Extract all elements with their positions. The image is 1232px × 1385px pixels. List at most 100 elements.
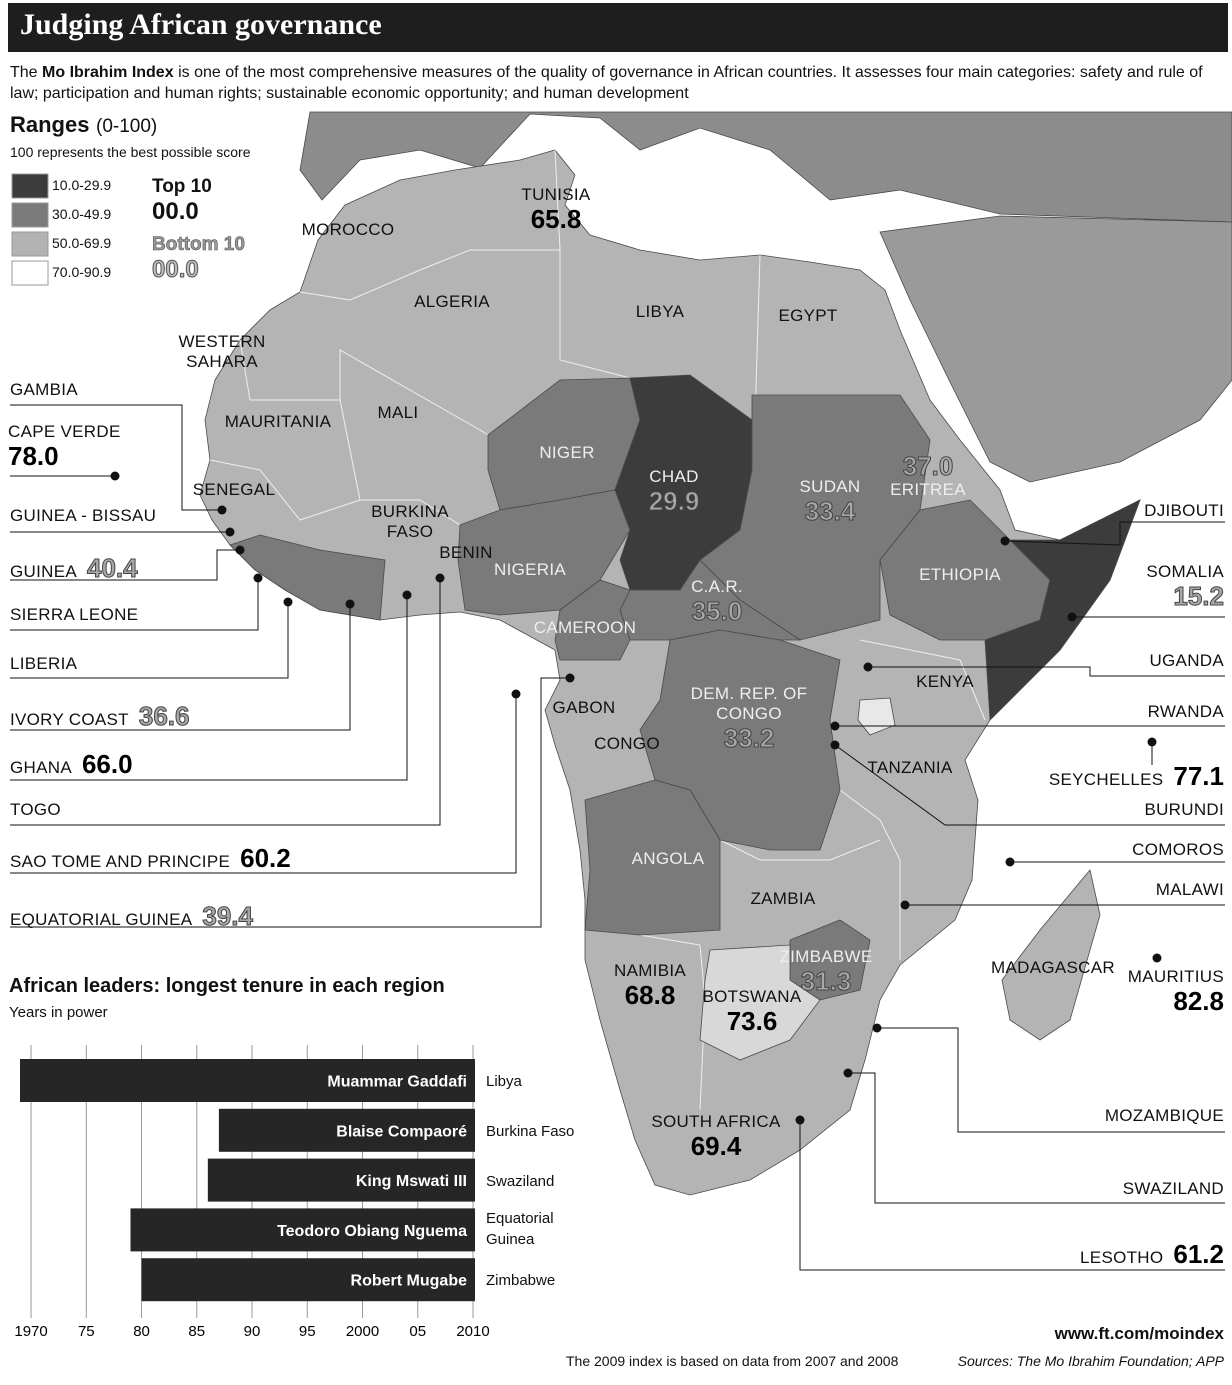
top-label: Top 10 — [152, 176, 212, 197]
country-score: 29.9 — [648, 486, 700, 516]
country-label-group: EGYPT — [778, 306, 837, 326]
country-name: BURUNDI — [1144, 800, 1224, 819]
country-score: 36.6 — [138, 701, 190, 731]
country-name: SEYCHELLES — [1048, 770, 1164, 789]
country-label-group: GAMBIA — [10, 380, 78, 400]
country-name: GUINEA — [10, 562, 77, 581]
legend-swatch — [11, 202, 49, 228]
country-name: UGANDA — [1149, 651, 1224, 670]
bar — [130, 1208, 476, 1252]
country-label-group: SAO TOME AND PRINCIPE 60.2 — [10, 844, 291, 872]
top-sample: 00.0 — [152, 198, 199, 225]
country-label-group: KENYA — [916, 672, 974, 692]
legend-swatch — [11, 231, 49, 257]
country-name: GHANA — [10, 758, 72, 777]
country-label-group: MALI — [378, 403, 419, 423]
title: Judging African governance — [20, 8, 382, 41]
arabia — [879, 215, 1232, 483]
country-label-group: CHAD 29.9 — [648, 467, 700, 516]
x-tick-label: 90 — [244, 1323, 261, 1340]
country-label-group: IVORY COAST 36.6 — [10, 701, 190, 731]
country-name: TUNISIA — [521, 185, 591, 204]
legend-range-label: 30.0-49.9 — [52, 206, 112, 222]
country-name: CONGO — [594, 734, 660, 753]
country-name: WESTERN SAHARA — [178, 332, 266, 371]
x-tick-label: 05 — [409, 1323, 426, 1340]
cameroon — [554, 579, 631, 661]
map — [199, 111, 1232, 1196]
country-label-group: BURUNDI — [1144, 800, 1224, 820]
country-label-group: GABON — [553, 698, 616, 718]
country-label-group: MAURITANIA — [225, 412, 332, 432]
country-label-group: NIGERIA — [494, 560, 566, 580]
country-label-group: MALAWI — [1156, 880, 1224, 900]
legend-range-label: 50.0-69.9 — [52, 235, 112, 251]
botswana — [699, 944, 821, 1061]
country-name: MAURITIUS — [1127, 967, 1224, 986]
country-label-group: SENEGAL — [193, 480, 275, 500]
country-name: CHAD — [649, 467, 699, 486]
country-label-group: SOUTH AFRICA 69.4 — [651, 1112, 780, 1160]
region-label: Zimbabwe — [486, 1272, 556, 1290]
legend-range: (0-100) — [96, 116, 158, 137]
somalia — [984, 499, 1141, 721]
country-name: ZAMBIA — [750, 889, 816, 908]
x-tick-label: 75 — [78, 1323, 95, 1340]
country-score: 35.0 — [691, 596, 743, 626]
legend-swatch — [11, 260, 49, 286]
bar — [20, 1059, 475, 1102]
bar-label: Robert Mugabe — [351, 1273, 468, 1290]
country-name: GAMBIA — [10, 380, 78, 399]
country-label-group: BURKINA FASO — [370, 502, 450, 542]
x-tick-label: 95 — [299, 1323, 316, 1340]
country-name: EGYPT — [778, 306, 838, 325]
country-name: GABON — [552, 698, 616, 717]
country-label-group: LESOTHO 61.2 — [1080, 1240, 1224, 1268]
country-label-group: ZAMBIA — [750, 889, 815, 909]
country-score: 73.6 — [726, 1006, 778, 1036]
country-label-group: RWANDA — [1148, 702, 1224, 722]
madagascar — [1001, 869, 1101, 1041]
legend-range-label: 10.0-29.9 — [52, 177, 112, 193]
country-name: MAURITANIA — [224, 412, 332, 431]
country-label-group: CAPE VERDE 78.0 — [8, 422, 121, 470]
country-name: TANZANIA — [867, 758, 953, 777]
x-tick-label: 80 — [133, 1323, 150, 1340]
country-label-group: EQUATORIAL GUINEA 39.4 — [10, 902, 253, 931]
bar-label: Blaise Compaoré — [336, 1123, 467, 1140]
bottom-label: Bottom 10 — [152, 234, 246, 256]
country-label-group: UGANDA — [1149, 651, 1224, 671]
chart-subtitle: Years in power — [9, 1004, 108, 1021]
country-score: 66.0 — [81, 749, 133, 779]
country-label-group: LIBYA — [636, 302, 684, 322]
country-label-group: GUINEA 40.4 — [10, 553, 138, 583]
url: www.ft.com/moindex — [1054, 1324, 1224, 1343]
bottom-sample: 00.0 — [152, 256, 200, 284]
country-name: C.A.R. — [691, 577, 743, 596]
country-label-group: SUDAN 33.4 — [799, 477, 860, 526]
country-score: 31.3 — [800, 966, 852, 996]
chart-title: African leaders: longest tenure in each … — [9, 975, 445, 997]
country-name: DJIBOUTI — [1144, 501, 1224, 520]
country-label-group: SWAZILAND — [1123, 1179, 1224, 1199]
sources: Sources: The Mo Ibrahim Foundation; APP — [957, 1353, 1224, 1369]
country-name: SOMALIA — [1146, 562, 1224, 581]
west-coast — [229, 534, 386, 621]
country-name: COMOROS — [1132, 840, 1224, 859]
country-label-group: BENIN — [439, 543, 492, 563]
country-score: 40.4 — [86, 553, 138, 583]
country-label-group: WESTERN SAHARA — [172, 332, 272, 372]
note: The 2009 index is based on data from 200… — [566, 1353, 899, 1369]
country-name: MOROCCO — [301, 220, 395, 239]
country-name: SWAZILAND — [1122, 1179, 1224, 1198]
sudan — [699, 394, 931, 641]
country-label-group: TANZANIA — [867, 758, 952, 778]
bar — [218, 1108, 475, 1152]
country-label-group: NIGER — [539, 443, 594, 463]
country-score: 15.2 — [1173, 581, 1225, 611]
country-name: SOUTH AFRICA — [651, 1112, 781, 1131]
country-label-group: GUINEA - BISSAU — [10, 506, 156, 526]
legend-subtitle: 100 represents the best possible score — [10, 144, 251, 160]
country-label-group: ZIMBABWE 31.3 — [779, 947, 872, 996]
country-name: RWANDA — [1147, 702, 1224, 721]
